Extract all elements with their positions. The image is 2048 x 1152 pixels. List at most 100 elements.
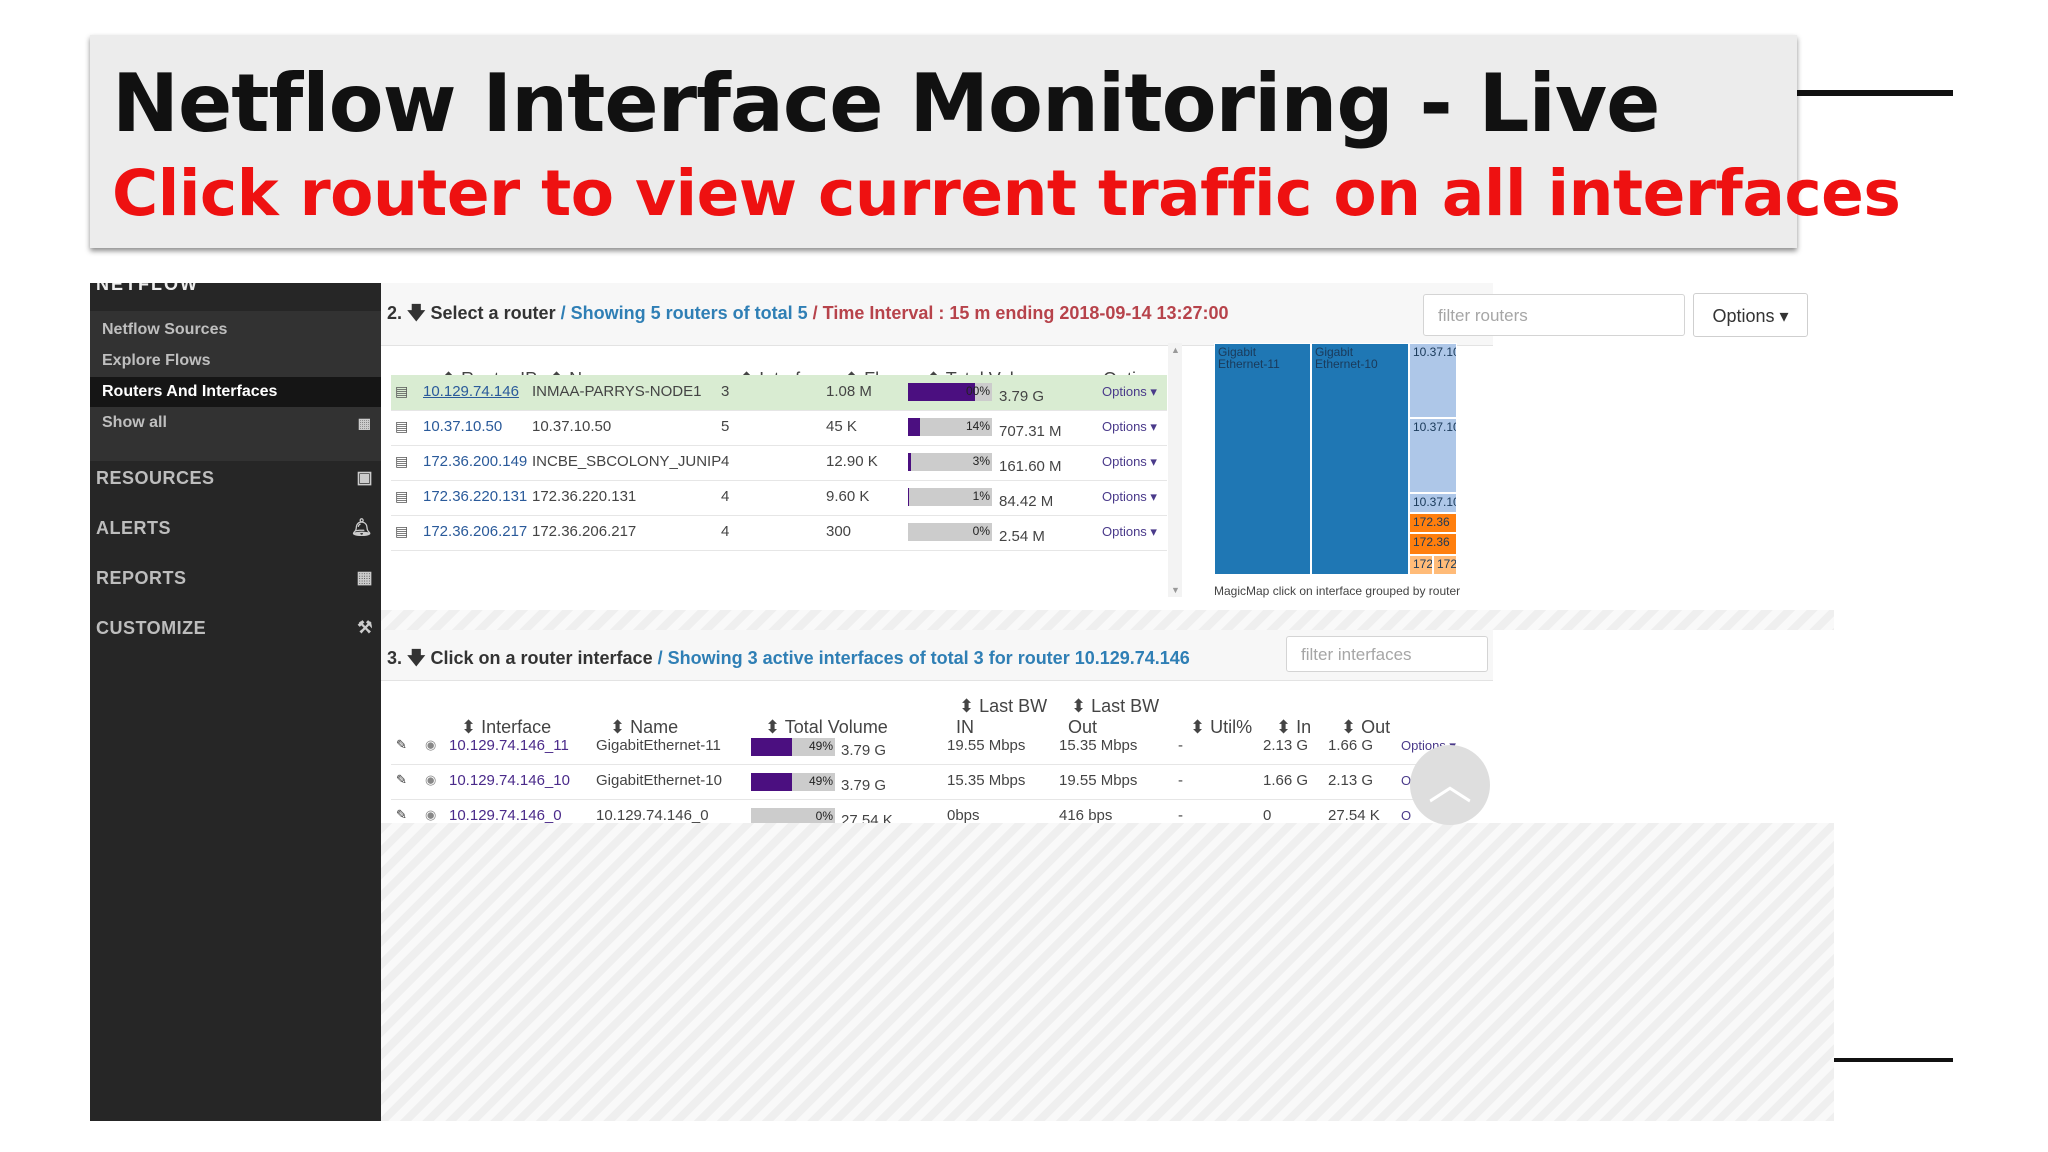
routers-table-scrollbar[interactable]: ▲ ▼ [1168,343,1182,597]
router-options-link[interactable]: Options ▾ [1102,524,1157,539]
treemap-cell[interactable]: Gigabit Ethernet-10 [1311,343,1409,575]
scroll-to-top-button[interactable]: ︿ [1410,745,1490,825]
last-bw-in: 0bps [947,807,980,824]
router-options-link[interactable]: Options ▾ [1102,454,1157,469]
panel-separator [381,610,1834,630]
router-options-link[interactable]: Options ▾ [1102,384,1157,399]
pin-icon[interactable]: ✎ [396,772,407,787]
router-interfaces: 3 [721,383,730,400]
col-util[interactable]: ⬍ Util% [1190,717,1253,737]
sidebar-item-routers-and-interfaces[interactable]: Routers And Interfaces [90,377,381,407]
router-row[interactable]: ▤ 172.36.220.131 172.36.220.131 4 9.60 K 1% 84… [391,480,1167,516]
treemap-cell[interactable]: 10.37.10 [1409,418,1457,493]
volume-bar-fill [908,418,920,436]
interface-link[interactable]: 10.129.74.146_11 [449,737,569,754]
filter-interfaces-input[interactable]: filter interfaces [1286,636,1488,672]
volume-percent: 0% [815,809,833,823]
treemap-cell[interactable]: 172.36 [1409,513,1457,533]
col-last-bw-out[interactable]: ⬍ Last BW [1071,696,1160,716]
wrench-icon: ⚒ [357,618,373,637]
volume-bar: 14% [908,418,992,436]
routers-panel-header: 2. 🡇 Select a router / Showing 5 routers… [381,283,1493,346]
router-interfaces: 4 [721,523,730,540]
router-name: INMAA-PARRYS-NODE1 [532,383,702,400]
col-total-volume[interactable]: ⬍ Total Volume [765,717,888,737]
router-ip-link[interactable]: 10.129.74.146 [423,383,519,400]
col-interface[interactable]: ⬍ Interface [461,717,552,737]
volume-bar: 49% [751,738,835,756]
volume-bar-fill [908,488,909,506]
volume-bar: 1% [908,488,992,506]
filter-routers-input[interactable]: filter routers [1423,294,1685,336]
router-ip-link[interactable]: 172.36.220.131 [423,488,528,505]
sidebar-section-customize[interactable]: CUSTOMIZE ⚒ [96,618,373,639]
bell-icon: 🔔︎ [350,518,373,537]
router-flows: 300 [826,523,852,540]
interface-row[interactable]: ✎ ◉ 10.129.74.146_11 GigabitEthernet-11 49% 3… [391,729,1471,765]
router-interfaces: 5 [721,418,730,435]
col-name[interactable]: ⬍ Name [610,717,679,737]
router-ip-link[interactable]: 10.37.10.50 [423,418,503,435]
sidebar-item-label: Explore Flows [102,352,211,369]
calendar-icon: ▦ [356,568,373,587]
sidebar-item-show-all[interactable]: Show all ▦ [90,408,381,438]
col-in[interactable]: ⬍ In [1276,717,1312,737]
interface-link[interactable]: 10.129.74.146_0 [449,807,562,824]
router-row[interactable]: ▤ 172.36.206.217 172.36.206.217 4 300 0% 2.54 … [391,515,1167,551]
interface-link[interactable]: 10.129.74.146_10 [449,772,570,789]
magicmap-treemap[interactable]: Gigabit Ethernet-11 Gigabit Ethernet-10 10… [1214,343,1457,575]
main-content: 2. 🡇 Select a router / Showing 5 routers… [381,283,1834,1121]
router-options-link[interactable]: Options ▾ [1102,419,1157,434]
grid-icon: ▦ [357,415,371,431]
last-bw-out: 19.55 Mbps [1059,772,1138,789]
treemap-cell[interactable]: 172 [1433,555,1457,575]
interface-options-link[interactable]: O [1401,808,1412,823]
sidebar-item-netflow-sources[interactable]: Netflow Sources [90,315,381,345]
sidebar-section-label: CUSTOMIZE [96,618,207,638]
router-row[interactable]: ▤ 10.37.10.50 10.37.10.50 5 45 K 14% 707.31 M O… [391,410,1167,446]
sidebar-section-alerts[interactable]: ALERTS 🔔︎ [96,518,373,539]
router-list-icon: ▤ [395,453,409,469]
router-list-icon: ▤ [395,523,409,539]
interface-total-volume: 3.79 G [841,777,887,794]
util-percent: - [1178,737,1183,754]
router-ip-link[interactable]: 172.36.206.217 [423,523,528,540]
interface-row[interactable]: ✎ ◉ 10.129.74.146_10 GigabitEthernet-10 49% 3… [391,764,1471,800]
col-out[interactable]: ⬍ Out [1341,717,1391,737]
router-row[interactable]: ▤ 10.129.74.146 INMAA-PARRYS-NODE1 3 1.08 M 0… [391,375,1167,411]
scroll-down-icon[interactable]: ▼ [1171,585,1180,595]
sidebar-section-label: ALERTS [96,518,171,538]
router-options-link[interactable]: Options ▾ [1102,489,1157,504]
scroll-up-icon[interactable]: ▲ [1171,345,1180,355]
eye-icon[interactable]: ◉ [425,737,437,752]
routers-options-button[interactable]: Options ▾ [1693,293,1808,337]
treemap-cell[interactable]: Gigabit Ethernet-11 [1214,343,1311,575]
volume-bar: 49% [751,773,835,791]
volume-bar-fill [908,383,976,401]
router-flows: 9.60 K [826,488,870,505]
step-label: 2. 🡇 Select a router [387,303,556,323]
sidebar-item-explore-flows[interactable]: Explore Flows [90,346,381,376]
decorative-line-bottom [1834,1058,1953,1062]
routers-panel-title: 2. 🡇 Select a router / Showing 5 routers… [387,301,1229,331]
eye-icon[interactable]: ◉ [425,807,437,822]
treemap-cell[interactable]: 10.37.10 [1409,343,1457,418]
eye-icon[interactable]: ◉ [425,772,437,787]
volume-bar-fill [751,738,793,756]
router-total-volume: 161.60 M [999,458,1062,475]
sidebar-section-resources[interactable]: RESOURCES ▣ [96,468,373,489]
treemap-cell[interactable]: 10.37.10 [1409,493,1457,513]
router-list-icon: ▤ [395,488,409,504]
chevron-up-icon: ︿ [1428,760,1472,809]
router-row[interactable]: ▤ 172.36.200.149 INCBE_SBCOLONY_JUNIP 4 12.9… [391,445,1167,481]
pin-icon[interactable]: ✎ [396,737,407,752]
treemap-cell[interactable]: 172.36 [1409,533,1457,555]
volume-bar-fill [751,773,793,791]
interface-total-volume: 3.79 G [841,742,887,759]
pin-icon[interactable]: ✎ [396,807,407,822]
sidebar-section-reports[interactable]: REPORTS ▦ [96,568,373,589]
treemap-cell[interactable]: 172 [1409,555,1433,575]
router-ip-link[interactable]: 172.36.200.149 [423,453,528,470]
volume-bar: 0% [908,523,992,541]
col-last-bw-in[interactable]: ⬍ Last BW [959,696,1048,716]
